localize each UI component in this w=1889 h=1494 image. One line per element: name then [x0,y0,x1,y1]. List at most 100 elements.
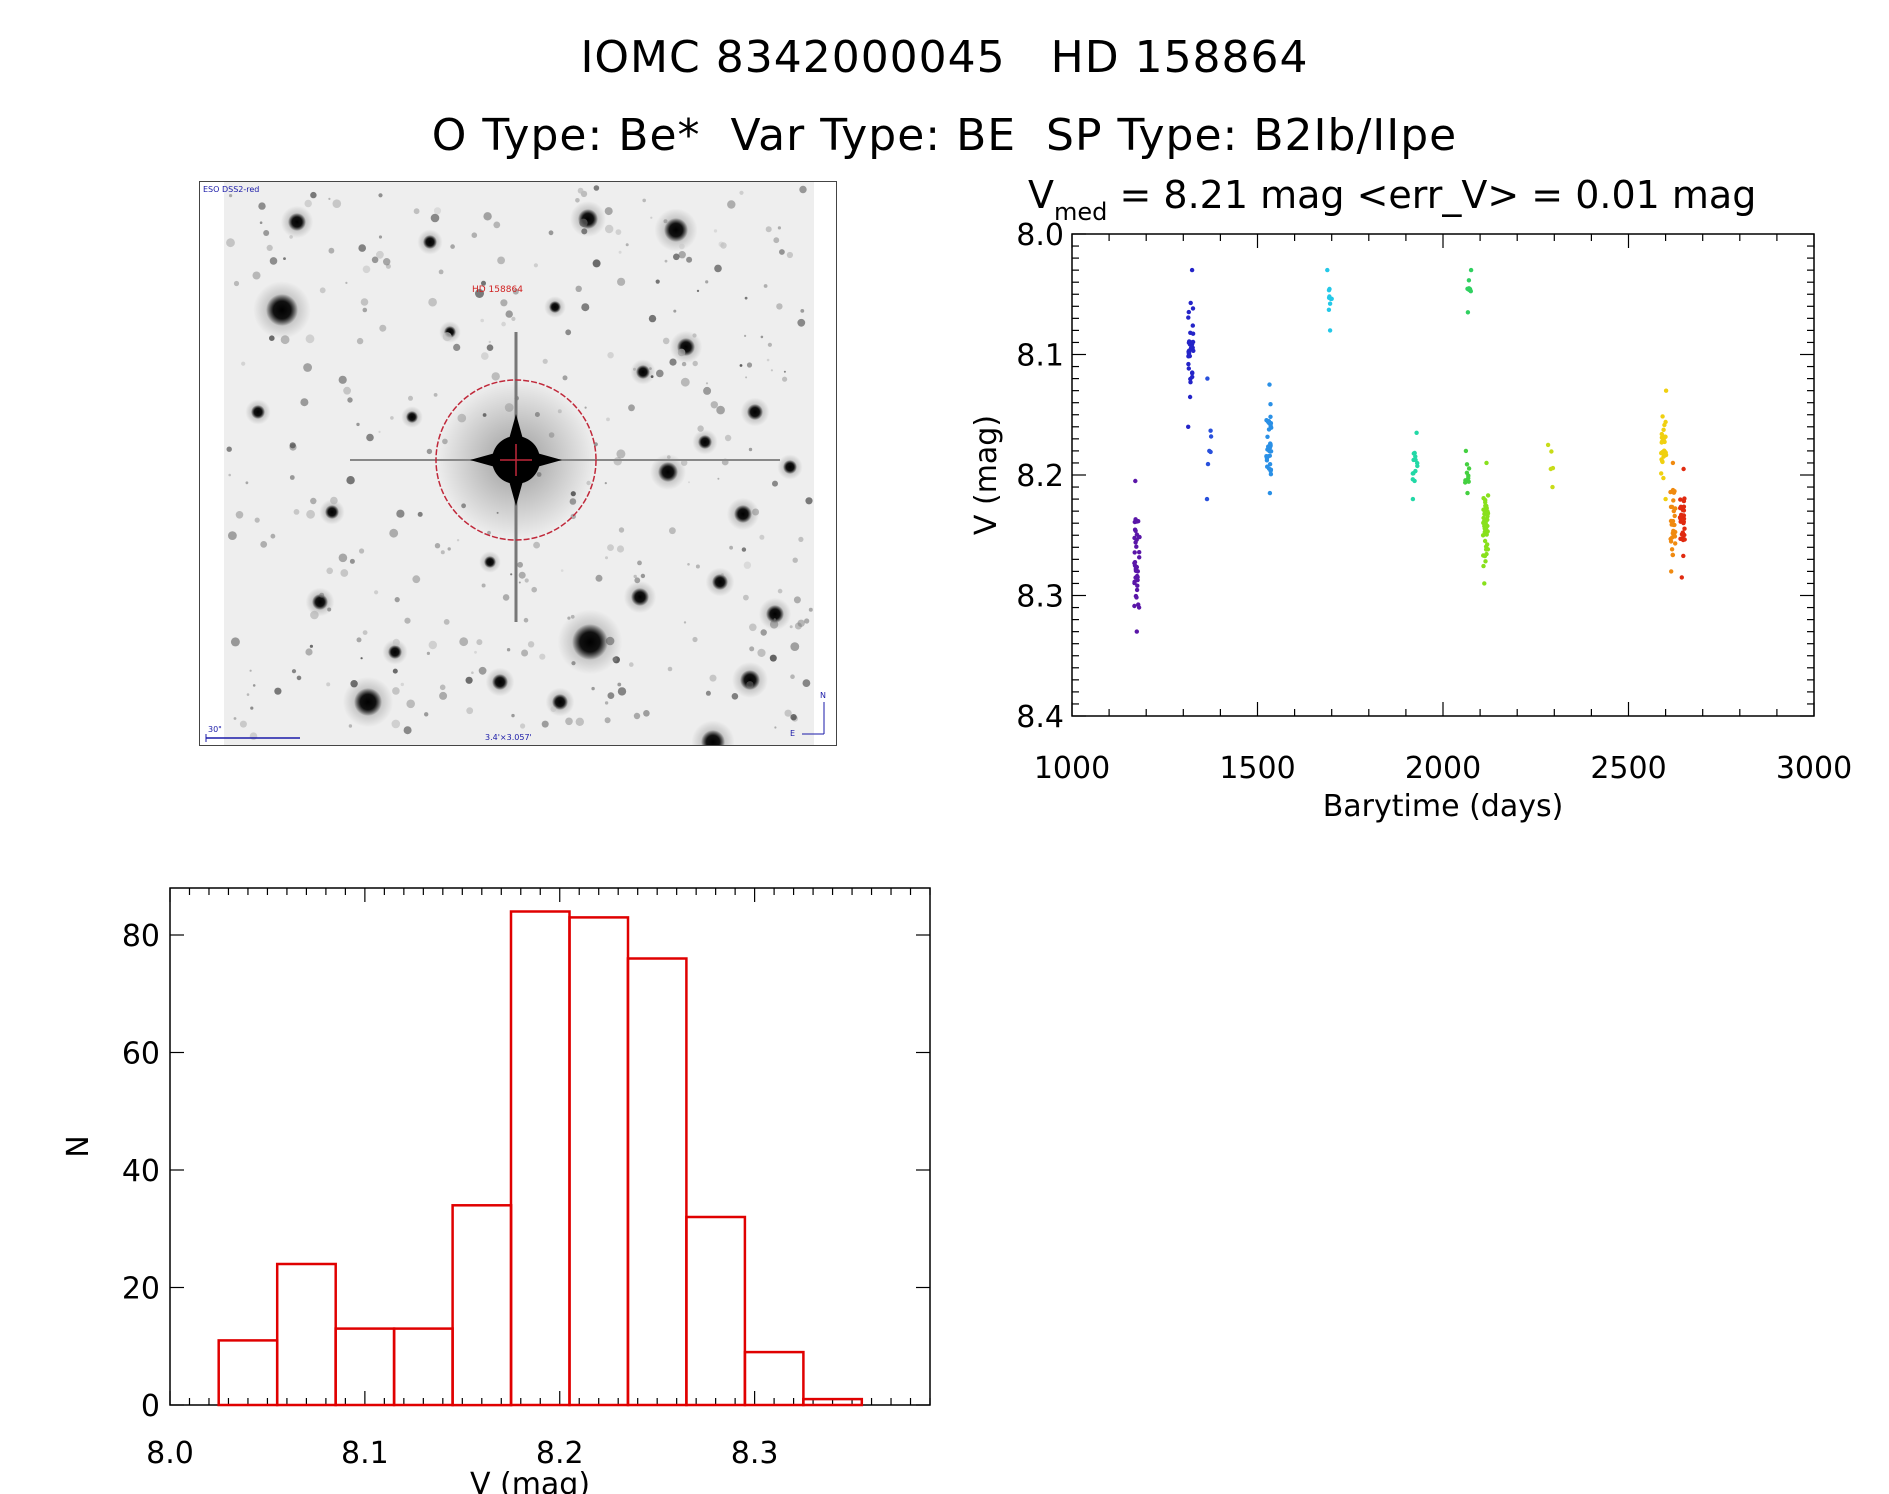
lc-data-point [1672,522,1677,528]
lc-y-tick-label: 8.3 [1016,580,1064,615]
lc-data-point [1483,503,1488,508]
lc-data-point [1135,574,1140,580]
lc-y-tick-label: 8.1 [1016,339,1064,374]
hist-y-tick-label: 80 [122,919,160,954]
lc-data-point [1326,307,1332,312]
lc-data-point [1481,520,1486,526]
lc-data-point [1660,459,1665,465]
lc-data-point [1681,498,1687,504]
north-label: N [820,691,826,700]
hist-bar [392,1327,454,1407]
lc-data-point [1267,453,1273,458]
lc-data-point [1681,516,1687,521]
lc-data-point [1485,529,1490,534]
lc-data-point [1678,505,1683,511]
lc-data-point [1671,528,1676,534]
lc-data-point [1186,309,1192,315]
lc-data-point [1681,513,1687,518]
lc-data-point [1265,447,1270,452]
lc-data-point [1133,528,1138,533]
lc-data-point [1482,581,1487,586]
lc-data-point [1659,450,1664,456]
lc-data-point [1662,422,1667,428]
lc-x-tick-label: 1000 [1034,751,1110,786]
lc-data-point [1481,496,1486,501]
lc-title: Vmed = 8.21 mag <err_V> = 0.01 mag [1028,173,1756,226]
lc-data-point [1327,301,1333,306]
lc-data-point [1482,526,1487,531]
lc-data-point [1134,532,1140,537]
lc-data-point [1466,476,1471,481]
lc-data-point [1190,374,1195,380]
lc-data-point [1484,503,1489,509]
lc-data-point [1680,513,1685,518]
hist-plot-frame [169,887,931,1406]
lc-data-point [1485,529,1490,534]
hist-bar [685,1215,747,1407]
lc-data-point [1133,478,1138,484]
lc-data-point [1265,464,1270,469]
lc-data-point [1266,420,1272,426]
lc-data-point [1268,421,1273,426]
lc-data-point [1466,287,1472,292]
lc-data-point [1135,583,1140,588]
lc-data-point [1132,519,1138,525]
lc-data-point [1267,444,1272,449]
lc-data-point [1661,475,1666,481]
hist-bar [275,1262,337,1407]
hist-y-tick-label: 0 [141,1389,160,1424]
lc-data-point [1133,540,1138,545]
lc-data-point [1268,443,1273,448]
lc-data-point [1466,278,1472,283]
hist-x-axis-label: V (mag) [470,1467,590,1494]
lc-data-point [1660,414,1665,419]
lc-data-point [1681,553,1686,559]
lc-data-point [1187,339,1192,344]
lc-data-point [1326,288,1332,293]
lc-data-point [1670,535,1675,540]
lc-data-point [1671,508,1677,514]
lc-data-point [1681,520,1686,526]
lc-data-point [1186,354,1191,359]
compass: N E [790,691,826,738]
lc-data-point [1662,448,1667,453]
target-label: HD 158864 [472,285,523,295]
hist-x-tick-label: 8.3 [731,1436,779,1471]
lc-data-point [1550,484,1555,490]
lc-data-point [1483,517,1488,523]
lc-y-tick-label: 8.4 [1016,700,1064,735]
hist-x-tick-label: 8.0 [146,1436,194,1471]
lc-data-point [1208,449,1213,455]
lc-data-point [1204,496,1210,502]
lc-data-point [1205,461,1211,467]
lc-data-point [1267,448,1272,454]
lc-data-point [1415,463,1420,469]
lc-data-point [1663,450,1668,455]
lc-data-point [1678,536,1683,541]
lc-data-point [1208,434,1214,439]
lc-data-point [1132,603,1137,609]
lc-data-point [1132,560,1137,566]
lc-data-point [1673,529,1678,535]
lc-data-point [1328,296,1334,302]
lc-data-point [1670,518,1676,524]
lc-data-point [1483,506,1489,512]
lc-data-point [1673,541,1678,546]
lc-data-point [1266,466,1272,471]
lc-data-point [1134,629,1140,634]
lc-data-point [1545,442,1551,448]
lc-data-point [1465,286,1470,291]
lc-data-point [1267,382,1272,387]
lc-data-point [1327,286,1332,292]
lc-data-point [1327,294,1332,299]
lc-data-point [1680,530,1686,535]
lc-data-point [1412,478,1417,484]
lc-data-point [1673,506,1678,511]
lc-data-point [1661,438,1667,443]
lc-data-point [1682,496,1687,501]
lc-data-point [1134,565,1139,570]
lc-data-point [1678,504,1684,509]
lc-data-point [1679,512,1684,517]
lc-data-point [1190,339,1196,345]
lc-data-point [1679,532,1685,537]
